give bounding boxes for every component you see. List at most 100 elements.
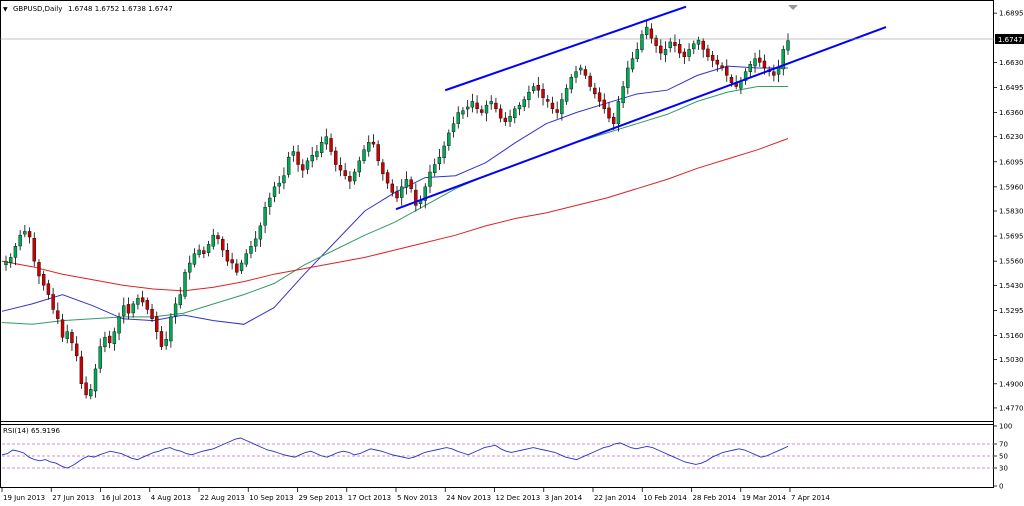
candle-body — [107, 335, 112, 344]
candle-body — [654, 37, 658, 46]
candle-body — [715, 59, 720, 65]
candle-body — [423, 186, 427, 201]
time-tick-label: 7 Apr 2014 — [791, 494, 830, 502]
candle-body — [206, 244, 211, 253]
candle-body — [381, 162, 385, 175]
candle-body — [776, 67, 781, 75]
candle-body — [522, 99, 526, 107]
rsi-tick-label: 50 — [999, 453, 1008, 461]
candle-body — [630, 58, 635, 70]
candle-body — [489, 101, 493, 105]
candle-body — [263, 207, 267, 226]
main-pane[interactable] — [0, 0, 994, 422]
candle-body — [117, 316, 121, 334]
candle-body — [32, 238, 36, 262]
candle-body — [465, 106, 470, 110]
candle-body — [159, 331, 164, 347]
time-tick-label: 28 Feb 2014 — [693, 494, 737, 502]
candle-body — [390, 183, 394, 193]
candle-body — [249, 246, 253, 254]
candle-body — [103, 337, 107, 348]
symbol-label: GBPUSD,Daily — [13, 5, 62, 13]
candle-body — [324, 136, 329, 145]
candle-body — [621, 86, 625, 104]
current-price-badge — [995, 34, 1024, 44]
time-tick-label: 27 Jun 2013 — [52, 494, 94, 502]
candle-body — [659, 45, 663, 54]
candle-body — [192, 253, 197, 265]
price-tick-label: 1.4900 — [999, 380, 1024, 388]
chart-shift-marker-icon[interactable] — [788, 5, 798, 10]
candle-body — [663, 49, 668, 55]
candle-body — [277, 182, 281, 187]
candle-body — [122, 305, 126, 316]
candle-body — [37, 262, 41, 277]
rsi-label: RSI(14) 65.9196 — [3, 427, 60, 435]
candles-layer — [4, 20, 790, 400]
time-tick-label: 12 Dec 2013 — [496, 494, 541, 502]
candle-body — [437, 156, 442, 164]
candle-body — [635, 49, 639, 60]
candle-body — [329, 138, 333, 152]
candle-body — [687, 49, 691, 57]
candle-body — [216, 235, 220, 240]
candle-body — [555, 109, 559, 113]
menu-arrow-icon[interactable]: ▼ — [3, 6, 8, 13]
candle-body — [682, 51, 687, 58]
candle-body — [569, 77, 574, 90]
candle-body — [169, 316, 173, 342]
candle-body — [616, 101, 621, 125]
candle-body — [230, 259, 234, 264]
candle-body — [46, 283, 51, 295]
candle-body — [131, 303, 135, 314]
candle-body — [442, 145, 446, 158]
candle-body — [84, 382, 88, 396]
candle-body — [79, 356, 84, 384]
candle-body — [772, 71, 776, 76]
candle-body — [197, 249, 201, 255]
candle-body — [272, 186, 277, 197]
candle-body — [786, 40, 790, 51]
candle-body — [310, 155, 314, 162]
rsi-tick-label: 30 — [999, 465, 1008, 473]
time-tick-label: 4 Aug 2013 — [151, 494, 191, 502]
rsi-tick-label: 70 — [999, 441, 1008, 449]
candle-body — [235, 263, 239, 273]
candle-body — [362, 149, 366, 162]
candle-body — [475, 102, 479, 110]
candle-body — [720, 65, 724, 69]
candle-body — [494, 102, 498, 110]
candle-body — [136, 298, 140, 305]
price-tick-label: 1.6630 — [999, 59, 1024, 67]
price-axis[interactable]: 1.6895 1.6630 1.6495 1.6360 1.6230 1.6095 1.59… — [994, 10, 1024, 491]
candle-body — [357, 160, 362, 173]
candle-body — [536, 85, 541, 91]
candle-body — [677, 44, 682, 54]
candle-body — [202, 250, 206, 254]
candle-body — [498, 108, 503, 119]
candle-body — [696, 39, 701, 45]
price-tick-label: 1.5695 — [999, 233, 1024, 241]
price-tick-label: 1.5160 — [999, 332, 1024, 340]
candle-body — [4, 260, 8, 266]
candle-body — [706, 48, 710, 58]
candle-body — [65, 331, 69, 339]
candle-body — [126, 304, 131, 314]
rsi-tick-label: 100 — [999, 423, 1012, 431]
candle-body — [60, 319, 65, 338]
time-axis[interactable]: 19 Jun 2013 27 Jun 2013 16 Jul 2013 4 Aug 2… — [1, 488, 830, 502]
candle-body — [607, 107, 611, 119]
price-tick-label: 1.5560 — [999, 258, 1024, 266]
candle-body — [371, 141, 376, 145]
candle-body — [588, 75, 592, 87]
time-tick-label: 19 Jun 2013 — [3, 494, 45, 502]
candle-body — [781, 49, 785, 70]
chart-frame — [0, 0, 994, 488]
candle-body — [140, 297, 145, 303]
candle-body — [517, 104, 522, 110]
candle-body — [668, 41, 672, 48]
candle-body — [23, 231, 27, 235]
candle-body — [602, 99, 606, 110]
